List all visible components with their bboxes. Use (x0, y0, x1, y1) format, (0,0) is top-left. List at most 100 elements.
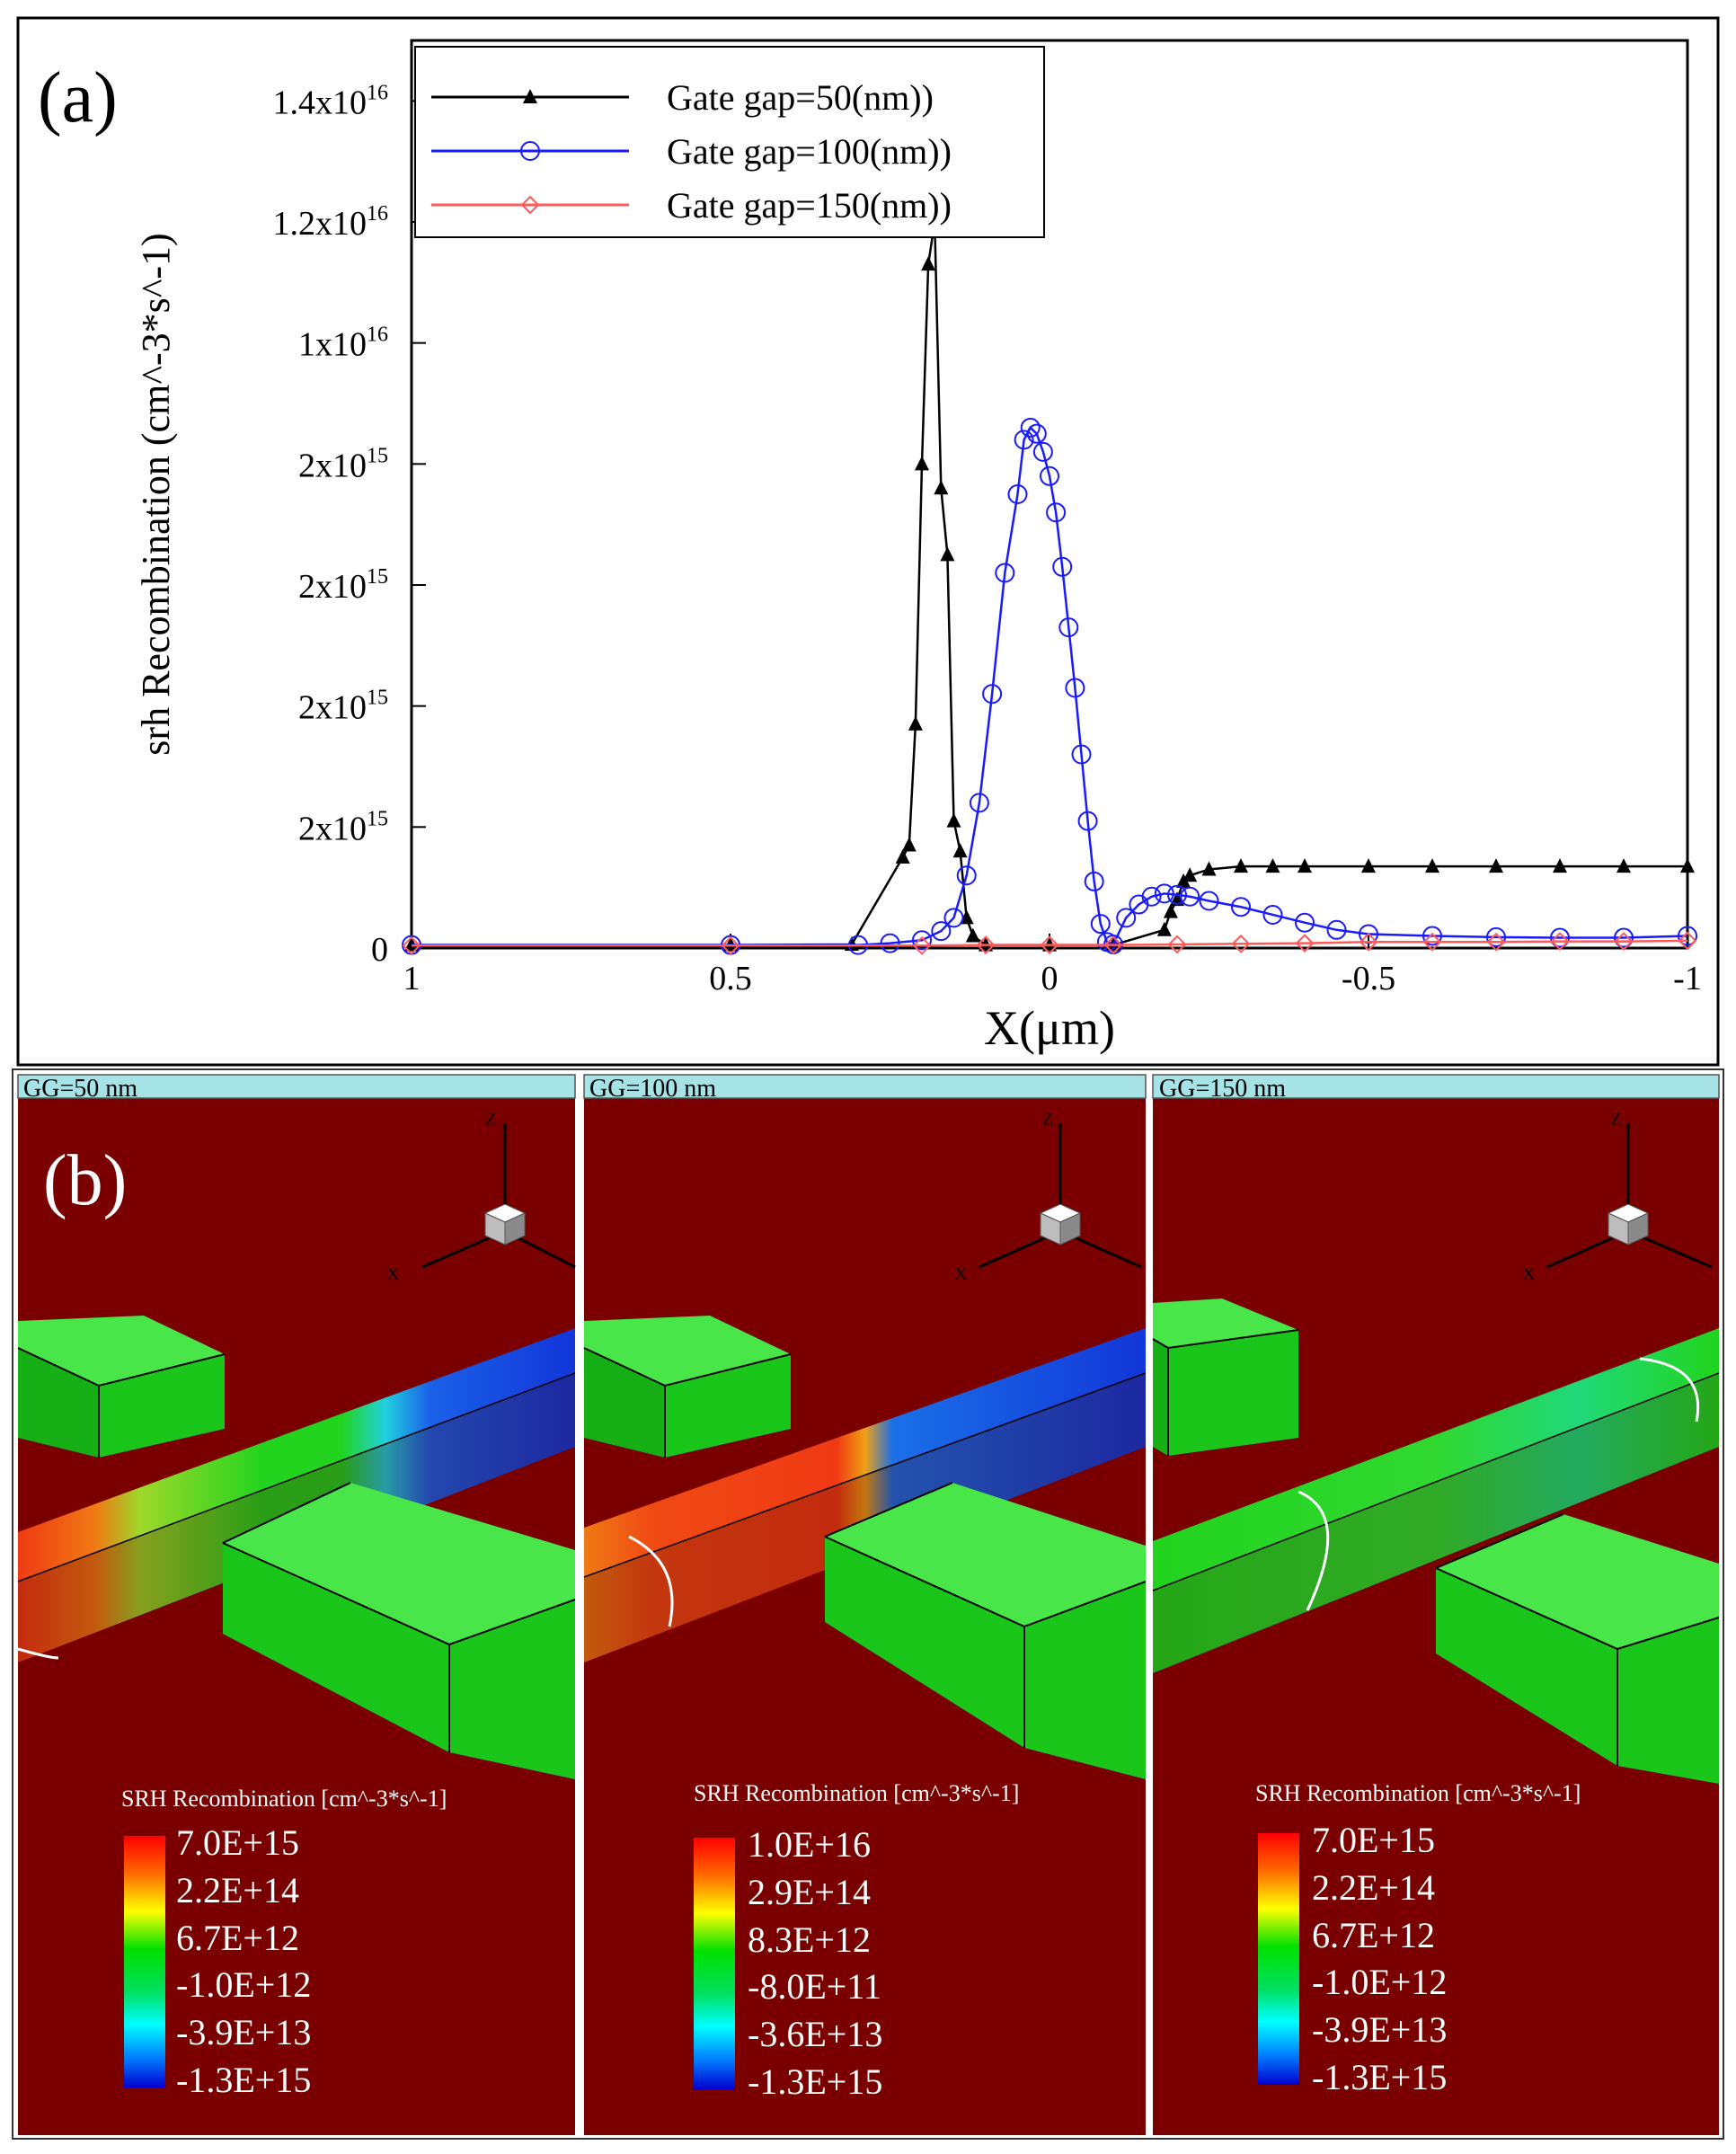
colorbar-labels: 7.0E+15 2.2E+14 6.7E+12 -1.0E+12 -3.9E+1… (1312, 1820, 1447, 2097)
data-point (1052, 556, 1073, 577)
y-tick-label: 2x1015 (298, 444, 388, 484)
data-point (1163, 903, 1178, 918)
data-point (1040, 935, 1059, 955)
pane-gg50: GG=50 nm (b) Z X (17, 1074, 576, 2135)
data-point (1065, 678, 1085, 698)
x-tick-label: -1 (1673, 960, 1702, 997)
pane-header: GG=150 nm (1159, 1075, 1286, 1103)
data-point (844, 935, 859, 951)
gate-back (17, 1316, 226, 1458)
gate-back (1152, 1299, 1299, 1456)
data-point (1361, 858, 1376, 873)
data-point (1295, 934, 1315, 953)
data-point (1614, 932, 1634, 952)
svg-text:8.3E+12: 8.3E+12 (748, 1919, 871, 1960)
svg-text:Z: Z (1042, 1110, 1053, 1130)
data-point (1422, 926, 1442, 946)
data-point (931, 921, 952, 942)
y-ticks: 0 2x1015 2x1015 2x1015 2x1015 1x1016 1.2x1016 1… (273, 81, 426, 969)
pane-header-bar (583, 1074, 1147, 1099)
data-point (1103, 935, 1123, 955)
data-point (1201, 861, 1217, 876)
data-point (880, 933, 900, 953)
data-point (1616, 858, 1631, 873)
legend-marker (520, 195, 540, 215)
svg-text:-1.0E+12: -1.0E+12 (1312, 1962, 1447, 2002)
pane-gg100: GG=100 nm Z X (583, 1074, 1147, 2135)
data-point (995, 563, 1015, 583)
svg-text:6.7E+12: 6.7E+12 (176, 1918, 299, 1958)
svg-text:-1.3E+15: -1.3E+15 (748, 2061, 882, 2102)
panel-a-label: (a) (38, 58, 118, 137)
pane-gg150: GG=150 nm Z X (1152, 1074, 1720, 2135)
data-point (1116, 908, 1137, 928)
data-point (912, 935, 932, 955)
series-line (412, 425, 1688, 946)
data-point (1680, 858, 1695, 873)
data-point (1295, 912, 1315, 933)
svg-text:X: X (1522, 1264, 1536, 1284)
data-point (1234, 858, 1248, 873)
y-tick-label: 2x1015 (298, 687, 388, 727)
axis-triad: Z X (1522, 1110, 1713, 1284)
data-point (965, 927, 980, 943)
legend-label: Gate gap=100(nm)) (667, 131, 952, 172)
svg-text:-1.3E+15: -1.3E+15 (1312, 2057, 1447, 2097)
svg-text:-1.0E+12: -1.0E+12 (176, 1964, 311, 2005)
x-axis-label: X(μm) (984, 1001, 1115, 1055)
data-point (912, 930, 932, 951)
data-point (915, 456, 929, 471)
svg-text:7.0E+15: 7.0E+15 (176, 1822, 299, 1863)
svg-text:-3.9E+13: -3.9E+13 (176, 2012, 311, 2052)
colorbar (1258, 1833, 1299, 2085)
gate-front (824, 1482, 1147, 1779)
y-tick-label: 2x1015 (298, 807, 388, 847)
svg-text:2.2E+14: 2.2E+14 (1312, 1867, 1435, 1908)
channel-bar (1152, 1328, 1720, 1673)
data-point (1077, 811, 1098, 831)
legend-label: Gate gap=150(nm)) (667, 185, 952, 226)
data-point (895, 849, 910, 864)
svg-text:1.0E+16: 1.0E+16 (748, 1824, 871, 1865)
svg-text:-8.0E+11: -8.0E+11 (748, 1966, 881, 2007)
y-tick-label: 1.4x1016 (273, 81, 389, 121)
x-tick-label: 0 (1041, 960, 1058, 997)
gate-front (1435, 1513, 1720, 1784)
y-tick-label: 0 (371, 931, 388, 969)
colorbar-title: SRH Recombination [cm^-3*s^-1] (121, 1786, 447, 1812)
data-point (934, 480, 949, 495)
data-point (1090, 914, 1111, 935)
data-point (1182, 867, 1198, 882)
data-point (921, 256, 936, 271)
data-point (1678, 931, 1697, 951)
colorbar (124, 1836, 165, 2088)
data-point (1167, 935, 1187, 954)
data-point (1231, 897, 1251, 917)
data-point (1020, 417, 1041, 438)
data-point (943, 908, 964, 928)
legend-marker (523, 89, 537, 103)
data-point (969, 793, 989, 813)
y-tick-label: 2x1015 (298, 565, 388, 606)
data-point (1199, 891, 1219, 911)
data-point (1014, 430, 1034, 450)
data-point (1058, 617, 1079, 638)
data-point (1180, 886, 1200, 907)
data-point (1046, 502, 1067, 523)
axis-triad: Z X (954, 1110, 1142, 1284)
svg-text:X: X (386, 1264, 400, 1284)
legend: Gate gap=50(nm)) Gate gap=100(nm)) Gate ga… (414, 46, 1045, 238)
series-line (412, 939, 1688, 947)
legend-marker (520, 141, 540, 161)
svg-text:Z: Z (485, 1110, 496, 1130)
data-point (1422, 932, 1442, 952)
channel-bar (583, 1328, 1147, 1662)
data-point (1678, 926, 1697, 946)
legend-label: Gate gap=50(nm)) (667, 77, 934, 118)
data-point (901, 837, 917, 852)
colorbar-title: SRH Recombination [cm^-3*s^-1] (694, 1780, 1019, 1806)
data-point (1550, 927, 1570, 948)
data-point (1553, 858, 1567, 873)
svg-text:-3.9E+13: -3.9E+13 (1312, 2009, 1447, 2050)
